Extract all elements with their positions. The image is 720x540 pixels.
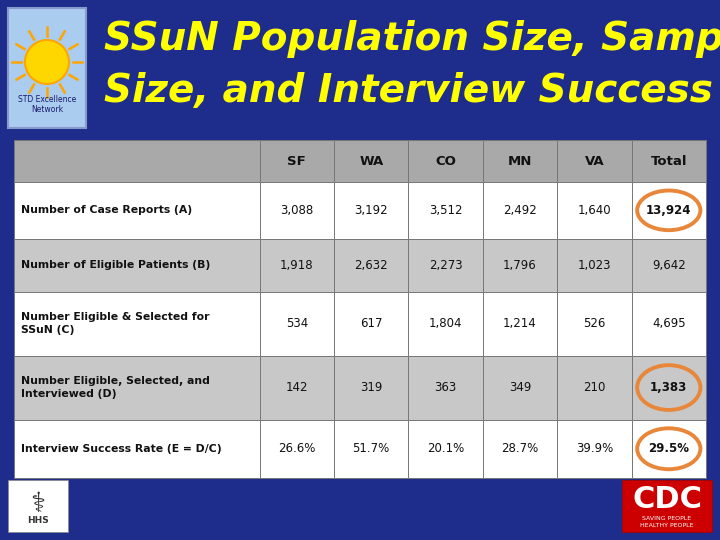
Text: 2,273: 2,273 — [429, 259, 462, 272]
Text: 1,383: 1,383 — [650, 381, 688, 394]
Text: Total: Total — [651, 154, 687, 167]
Text: 2,632: 2,632 — [354, 259, 388, 272]
Circle shape — [25, 40, 69, 84]
Bar — [631, 239, 706, 292]
Text: 13,924: 13,924 — [646, 204, 691, 217]
Text: SAVING PEOPLE
HEALTHY PEOPLE: SAVING PEOPLE HEALTHY PEOPLE — [640, 516, 694, 528]
Text: 9,642: 9,642 — [652, 259, 685, 272]
Text: 39.9%: 39.9% — [576, 442, 613, 455]
Bar — [260, 239, 334, 292]
Text: Number of Case Reports (A): Number of Case Reports (A) — [21, 205, 192, 215]
Bar — [408, 140, 483, 182]
Bar — [14, 420, 260, 478]
Text: 29.5%: 29.5% — [648, 442, 689, 455]
Text: 1,918: 1,918 — [280, 259, 314, 272]
Bar — [557, 140, 631, 182]
Text: 4,695: 4,695 — [652, 317, 685, 330]
Bar — [334, 182, 408, 239]
Text: 20.1%: 20.1% — [427, 442, 464, 455]
Text: 526: 526 — [583, 317, 606, 330]
Bar — [260, 140, 334, 182]
Text: Number Eligible & Selected for
SSuN (C): Number Eligible & Selected for SSuN (C) — [21, 312, 210, 335]
Text: Interview Success Rate (E = D/C): Interview Success Rate (E = D/C) — [21, 444, 222, 454]
Bar — [334, 292, 408, 355]
Text: 319: 319 — [360, 381, 382, 394]
Text: WA: WA — [359, 154, 383, 167]
Text: 142: 142 — [286, 381, 308, 394]
Bar — [483, 292, 557, 355]
Bar — [14, 355, 260, 420]
Bar — [14, 140, 260, 182]
Text: ⚕: ⚕ — [30, 490, 45, 518]
Bar — [14, 182, 260, 239]
Bar — [631, 420, 706, 478]
Bar — [408, 239, 483, 292]
Bar — [557, 182, 631, 239]
Text: 2,492: 2,492 — [503, 204, 537, 217]
Text: Number Eligible, Selected, and
Interviewed (D): Number Eligible, Selected, and Interview… — [21, 376, 210, 399]
Text: 1,023: 1,023 — [577, 259, 611, 272]
Bar — [631, 182, 706, 239]
Bar — [260, 355, 334, 420]
Text: 3,512: 3,512 — [429, 204, 462, 217]
Bar — [260, 292, 334, 355]
Bar — [622, 480, 712, 532]
Text: 3,192: 3,192 — [354, 204, 388, 217]
Text: 1,640: 1,640 — [577, 204, 611, 217]
Bar — [334, 420, 408, 478]
Text: Size, and Interview Success Rate: Size, and Interview Success Rate — [104, 72, 720, 110]
Bar — [334, 140, 408, 182]
Bar — [557, 239, 631, 292]
Bar — [631, 355, 706, 420]
Bar — [334, 239, 408, 292]
Bar — [483, 355, 557, 420]
Bar — [483, 239, 557, 292]
Text: 363: 363 — [434, 381, 456, 394]
Text: CO: CO — [435, 154, 456, 167]
Text: STD Excellence
Network: STD Excellence Network — [18, 94, 76, 114]
Bar — [631, 140, 706, 182]
Bar — [260, 182, 334, 239]
Text: HHS: HHS — [27, 516, 49, 525]
Text: 1,804: 1,804 — [429, 317, 462, 330]
Text: 1,214: 1,214 — [503, 317, 537, 330]
Text: 349: 349 — [509, 381, 531, 394]
Text: 26.6%: 26.6% — [278, 442, 315, 455]
Text: 210: 210 — [583, 381, 606, 394]
Bar — [260, 420, 334, 478]
Text: 534: 534 — [286, 317, 308, 330]
Text: Number of Eligible Patients (B): Number of Eligible Patients (B) — [21, 260, 210, 270]
Text: 28.7%: 28.7% — [501, 442, 539, 455]
Bar — [557, 420, 631, 478]
Bar — [14, 239, 260, 292]
Bar — [408, 355, 483, 420]
Text: 3,088: 3,088 — [280, 204, 313, 217]
Text: 51.7%: 51.7% — [353, 442, 390, 455]
Bar — [483, 182, 557, 239]
Text: SSuN Population Size, Sample: SSuN Population Size, Sample — [104, 20, 720, 58]
Text: MN: MN — [508, 154, 532, 167]
Text: 617: 617 — [360, 317, 382, 330]
Text: SF: SF — [287, 154, 306, 167]
Bar — [408, 420, 483, 478]
Bar — [8, 480, 68, 532]
Bar — [557, 292, 631, 355]
Text: CDC: CDC — [632, 485, 702, 514]
Bar — [334, 355, 408, 420]
Text: 1,796: 1,796 — [503, 259, 537, 272]
Bar — [631, 292, 706, 355]
Bar — [14, 292, 260, 355]
Bar — [557, 355, 631, 420]
Bar — [483, 420, 557, 478]
Text: VA: VA — [585, 154, 604, 167]
Bar — [8, 8, 86, 128]
Bar — [483, 140, 557, 182]
Bar — [408, 292, 483, 355]
Bar — [408, 182, 483, 239]
